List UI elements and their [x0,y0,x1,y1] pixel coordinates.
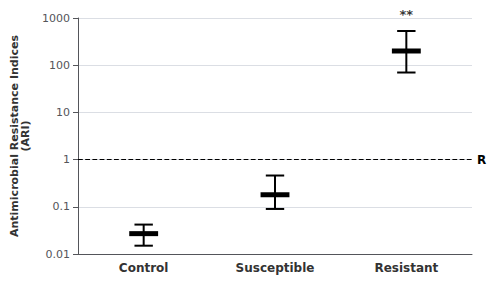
svg-text:Control: Control [119,261,169,275]
svg-text:**: ** [400,7,414,22]
svg-text:100: 100 [49,59,70,72]
svg-text:1000: 1000 [42,12,70,25]
svg-text:Antimicrobial Resistance Indic: Antimicrobial Resistance Indices [8,35,22,237]
svg-text:(ARI): (ARI) [19,120,32,151]
svg-text:Susceptible: Susceptible [236,261,315,275]
svg-text:0.01: 0.01 [46,248,71,261]
svg-text:0.1: 0.1 [53,200,71,213]
svg-text:1: 1 [63,153,70,166]
svg-text:R: R [477,153,486,167]
svg-text:Resistant: Resistant [374,261,438,275]
svg-text:10: 10 [56,106,70,119]
